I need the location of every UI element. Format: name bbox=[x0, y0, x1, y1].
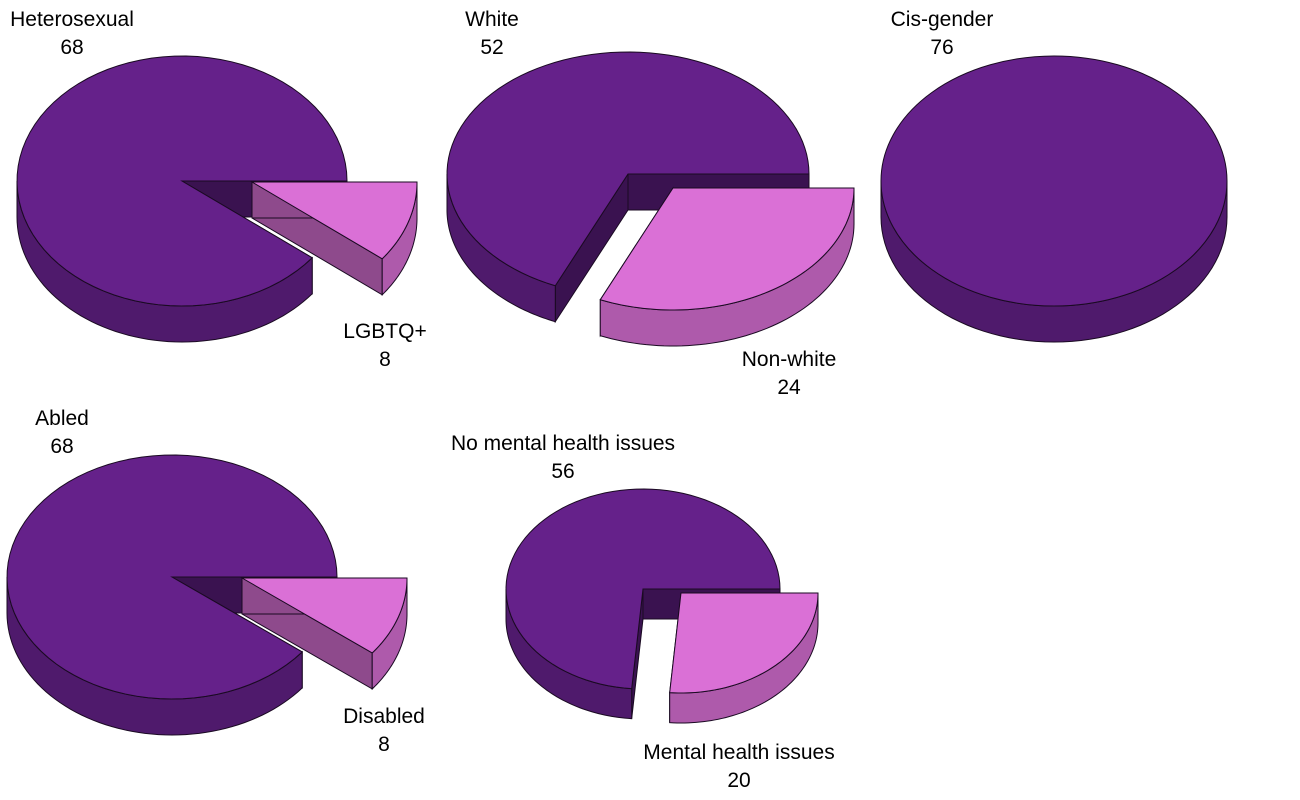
slice-no-mental-health-issues-label: No mental health issues bbox=[451, 432, 675, 455]
slice-lgbtq bbox=[250, 181, 418, 296]
slice-lgbtq-top bbox=[250, 181, 418, 260]
slice-lgbtq-value: 8 bbox=[379, 348, 391, 371]
slice-disabled-label: Disabled bbox=[343, 705, 425, 728]
slice-disabled-value: 8 bbox=[378, 733, 390, 756]
slice-non-white-value: 24 bbox=[777, 376, 801, 399]
slice-cis-gender-value: 76 bbox=[930, 36, 953, 59]
slice-abled-top bbox=[6, 454, 338, 700]
slice-no-mental-health-issues-top bbox=[505, 488, 781, 690]
slice-white-label: White bbox=[465, 8, 519, 31]
slice-mental-health-issues-value: 20 bbox=[727, 769, 750, 792]
slice-mental-health-issues-top bbox=[669, 592, 819, 694]
slice-non-white-top bbox=[599, 187, 855, 311]
pie-chart-1: Heterosexual 68 LGBTQ+ 8 bbox=[10, 8, 427, 371]
pie-chart-4: Abled 68 Disabled 8 bbox=[6, 407, 425, 756]
slice-cis-gender-top bbox=[880, 55, 1228, 307]
slice-heterosexual-label: Heterosexual bbox=[10, 8, 134, 31]
slice-abled-label: Abled bbox=[35, 407, 89, 430]
slice-heterosexual-top bbox=[16, 55, 348, 307]
slice-disabled-top bbox=[240, 577, 408, 654]
slice-white-top bbox=[446, 51, 810, 287]
pie-chart-2: White 52 Non-white 24 bbox=[446, 8, 855, 399]
slice-heterosexual-value: 68 bbox=[60, 36, 83, 59]
slice-heterosexual bbox=[16, 55, 348, 343]
slice-cis-gender bbox=[880, 55, 1228, 343]
slice-mental-health-issues bbox=[669, 592, 819, 724]
pie-chart-5: No mental health issues 56 Mental health i… bbox=[451, 432, 835, 792]
slice-abled-value: 68 bbox=[50, 435, 73, 458]
slice-disabled bbox=[240, 577, 408, 691]
slice-white-value: 52 bbox=[480, 36, 503, 59]
slice-non-white-label: Non-white bbox=[742, 348, 837, 371]
slice-non-white bbox=[599, 186, 855, 347]
pie-chart-3: Cis-gender 76 bbox=[880, 8, 1228, 343]
slice-mental-health-issues-label: Mental health issues bbox=[643, 741, 834, 764]
slice-no-mental-health-issues-value: 56 bbox=[551, 460, 574, 483]
slice-cis-gender-label: Cis-gender bbox=[891, 8, 994, 31]
slice-lgbtq-label: LGBTQ+ bbox=[343, 320, 426, 343]
